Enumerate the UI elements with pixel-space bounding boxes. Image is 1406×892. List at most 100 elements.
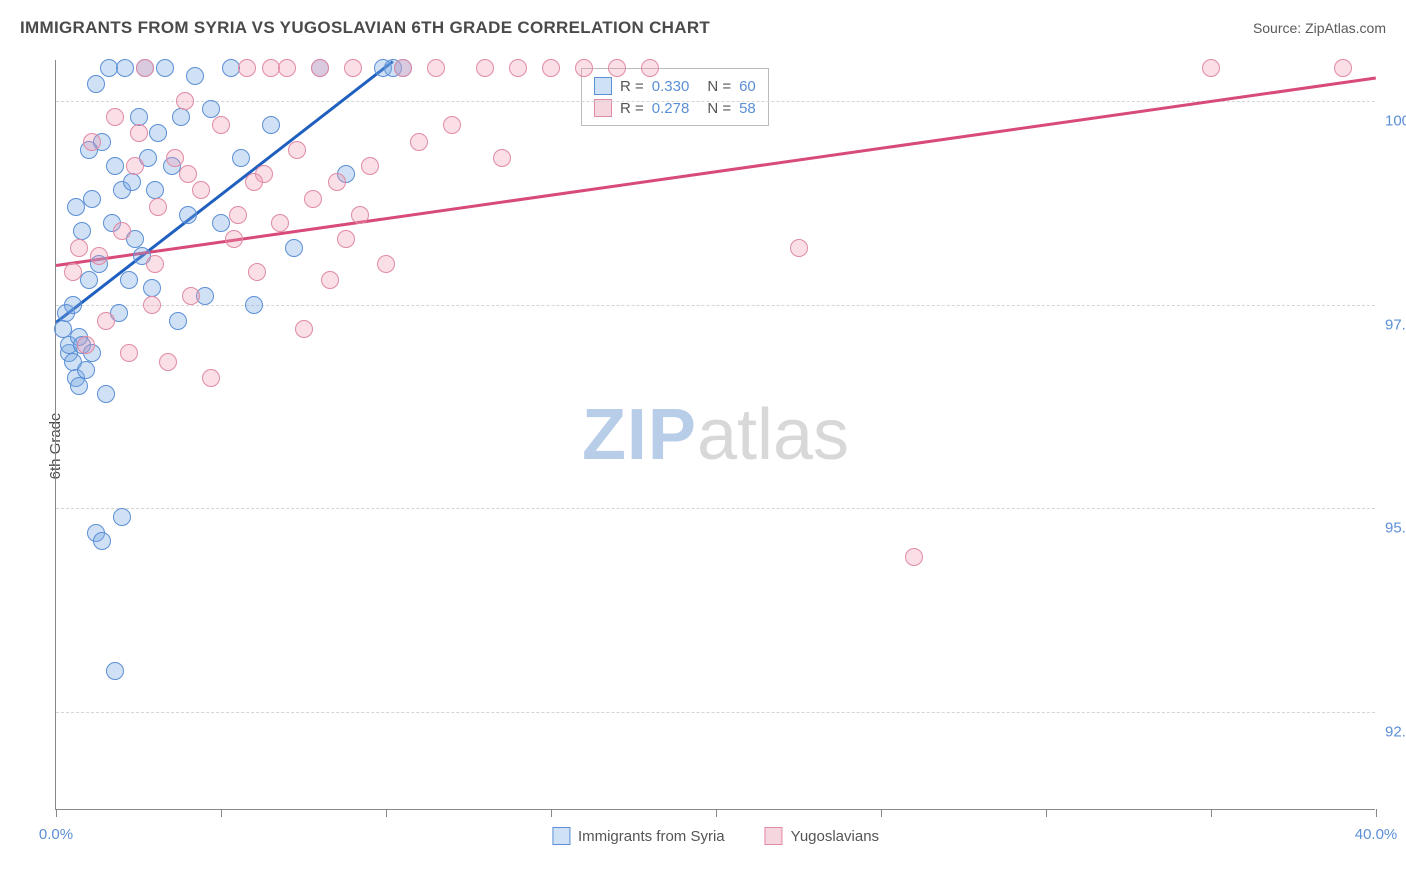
data-point	[222, 59, 240, 77]
data-point	[427, 59, 445, 77]
gridline	[56, 712, 1375, 713]
x-tick-label: 0.0%	[39, 826, 73, 843]
data-point	[169, 312, 187, 330]
data-point	[361, 157, 379, 175]
data-point	[328, 173, 346, 191]
data-point	[1334, 59, 1352, 77]
data-point	[271, 214, 289, 232]
data-point	[295, 320, 313, 338]
data-point	[172, 108, 190, 126]
swatch-icon	[552, 827, 570, 845]
data-point	[337, 230, 355, 248]
swatch-icon	[594, 77, 612, 95]
data-point	[351, 206, 369, 224]
watermark: ZIPatlas	[582, 394, 849, 476]
data-point	[90, 247, 108, 265]
data-point	[54, 320, 72, 338]
data-point	[136, 59, 154, 77]
data-point	[64, 296, 82, 314]
data-point	[106, 662, 124, 680]
data-point	[67, 198, 85, 216]
y-tick-label: 100.0%	[1385, 112, 1406, 129]
data-point	[179, 165, 197, 183]
data-point	[130, 124, 148, 142]
data-point	[202, 369, 220, 387]
data-point	[245, 173, 263, 191]
data-point	[278, 59, 296, 77]
data-point	[77, 361, 95, 379]
legend-row: R = 0.330 N = 60	[594, 75, 756, 97]
data-point	[83, 133, 101, 151]
x-tick	[386, 809, 387, 817]
data-point	[143, 279, 161, 297]
data-point	[575, 59, 593, 77]
series-legend: Immigrants from Syria Yugoslavians	[552, 827, 879, 845]
data-point	[113, 508, 131, 526]
data-point	[608, 59, 626, 77]
data-point	[179, 206, 197, 224]
data-point	[288, 141, 306, 159]
x-tick-label: 40.0%	[1355, 826, 1398, 843]
y-tick-label: 95.0%	[1385, 520, 1406, 537]
data-point	[166, 149, 184, 167]
data-point	[83, 190, 101, 208]
x-tick	[881, 809, 882, 817]
chart-title: IMMIGRANTS FROM SYRIA VS YUGOSLAVIAN 6TH…	[20, 18, 710, 38]
gridline	[56, 508, 1375, 509]
x-tick	[551, 809, 552, 817]
data-point	[410, 133, 428, 151]
data-point	[97, 312, 115, 330]
data-point	[149, 124, 167, 142]
data-point	[106, 108, 124, 126]
data-point	[146, 181, 164, 199]
x-tick	[1376, 809, 1377, 817]
correlation-legend: R = 0.330 N = 60 R = 0.278 N = 58	[581, 68, 769, 126]
gridline	[56, 101, 1375, 102]
data-point	[238, 59, 256, 77]
data-point	[186, 67, 204, 85]
data-point	[905, 548, 923, 566]
data-point	[321, 271, 339, 289]
data-point	[143, 296, 161, 314]
y-tick-label: 97.5%	[1385, 316, 1406, 333]
data-point	[70, 377, 88, 395]
x-tick	[56, 809, 57, 817]
scatter-plot-area: ZIPatlas R = 0.330 N = 60 R = 0.278 N = …	[55, 60, 1375, 810]
data-point	[97, 385, 115, 403]
data-point	[212, 116, 230, 134]
data-point	[87, 75, 105, 93]
data-point	[394, 59, 412, 77]
source-attribution: Source: ZipAtlas.com	[1253, 20, 1386, 36]
data-point	[311, 59, 329, 77]
data-point	[225, 230, 243, 248]
data-point	[106, 157, 124, 175]
legend-item: Yugoslavians	[765, 827, 879, 845]
data-point	[100, 59, 118, 77]
data-point	[542, 59, 560, 77]
data-point	[344, 59, 362, 77]
data-point	[116, 59, 134, 77]
data-point	[120, 271, 138, 289]
data-point	[790, 239, 808, 257]
y-tick-label: 92.5%	[1385, 724, 1406, 741]
x-tick	[1211, 809, 1212, 817]
data-point	[248, 263, 266, 281]
data-point	[262, 116, 280, 134]
trend-line	[55, 60, 393, 323]
data-point	[285, 239, 303, 257]
data-point	[232, 149, 250, 167]
data-point	[149, 198, 167, 216]
x-tick	[1046, 809, 1047, 817]
data-point	[64, 263, 82, 281]
data-point	[202, 100, 220, 118]
data-point	[229, 206, 247, 224]
data-point	[176, 92, 194, 110]
data-point	[182, 287, 200, 305]
data-point	[73, 222, 91, 240]
data-point	[130, 108, 148, 126]
data-point	[159, 353, 177, 371]
data-point	[212, 214, 230, 232]
data-point	[262, 59, 280, 77]
data-point	[377, 255, 395, 273]
data-point	[120, 344, 138, 362]
